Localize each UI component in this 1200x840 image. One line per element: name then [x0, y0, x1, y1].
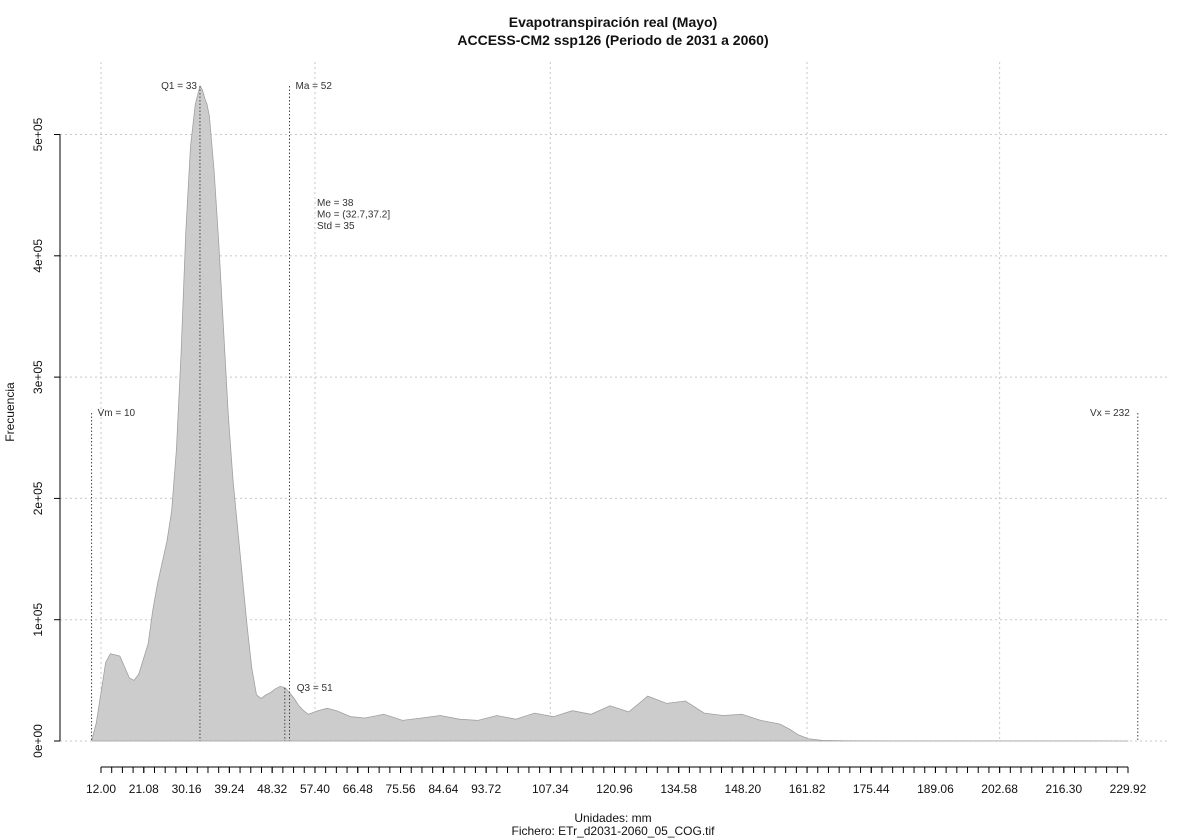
- x-tick-label: 161.82: [789, 782, 826, 796]
- file-footer: Fichero: ETr_d2031-2060_05_COG.tif: [512, 824, 716, 838]
- x-tick-label: 21.08: [129, 782, 159, 796]
- x-tick-label: 48.32: [257, 782, 287, 796]
- x-tick-label: 12.00: [86, 782, 116, 796]
- x-tick-label: 189.06: [917, 782, 954, 796]
- x-tick-label: 107.34: [532, 782, 569, 796]
- y-tick-label: 4e+05: [31, 239, 45, 273]
- x-tick-label: 30.16: [172, 782, 202, 796]
- axes: 0e+00 1e+05 2e+05 3e+05 4e+05 5e+05 12.00 21.08…: [31, 117, 1147, 796]
- stat-label: Std = 35: [317, 221, 355, 232]
- y-axis-label: Frecuencia: [3, 382, 17, 442]
- x-tick-label: 229.92: [1110, 782, 1147, 796]
- x-tick-label: 75.56: [386, 782, 416, 796]
- chart-subtitle: ACCESS-CM2 ssp126 (Periodo de 2031 a 206…: [457, 32, 768, 48]
- x-tick-label: 216.30: [1045, 782, 1082, 796]
- y-tick-label: 3e+05: [31, 360, 45, 394]
- x-tick-label: 84.64: [428, 782, 458, 796]
- marker-label: Ma = 52: [296, 81, 333, 92]
- stat-label: Mo = (32.7,37.2]: [317, 210, 390, 221]
- x-tick-label: 202.68: [981, 782, 1018, 796]
- density-series: [91, 85, 1129, 742]
- y-tick-label: 5e+05: [31, 117, 45, 151]
- marker-label: Q3 = 51: [297, 683, 333, 694]
- marker-label: Vx = 232: [1090, 408, 1130, 419]
- x-tick-label: 134.58: [660, 782, 697, 796]
- x-tick-label: 148.20: [725, 782, 762, 796]
- x-tick-label: 120.96: [596, 782, 633, 796]
- chart-title: Evapotranspiración real (Mayo): [509, 14, 718, 30]
- x-tick-label: 175.44: [853, 782, 890, 796]
- marker-label: Vm = 10: [98, 408, 136, 419]
- y-tick-label: 0e+00: [31, 724, 45, 758]
- x-axis-label: Unidades: mm: [574, 811, 651, 825]
- x-tick-label: 39.24: [214, 782, 244, 796]
- marker-label: Q1 = 33: [161, 81, 197, 92]
- y-tick-label: 2e+05: [31, 481, 45, 515]
- density-area: [91, 85, 1129, 742]
- stat-markers: Q1 = 33 Ma = 52 Q3 = 51 Vm = 10 Vx = 232 Me =…: [91, 81, 1139, 741]
- y-tick-label: 1e+05: [31, 603, 45, 637]
- x-tick-label: 57.40: [300, 782, 330, 796]
- stat-label: Me = 38: [317, 198, 354, 209]
- x-tick-label: 66.48: [343, 782, 373, 796]
- x-tick-label: 93.72: [471, 782, 501, 796]
